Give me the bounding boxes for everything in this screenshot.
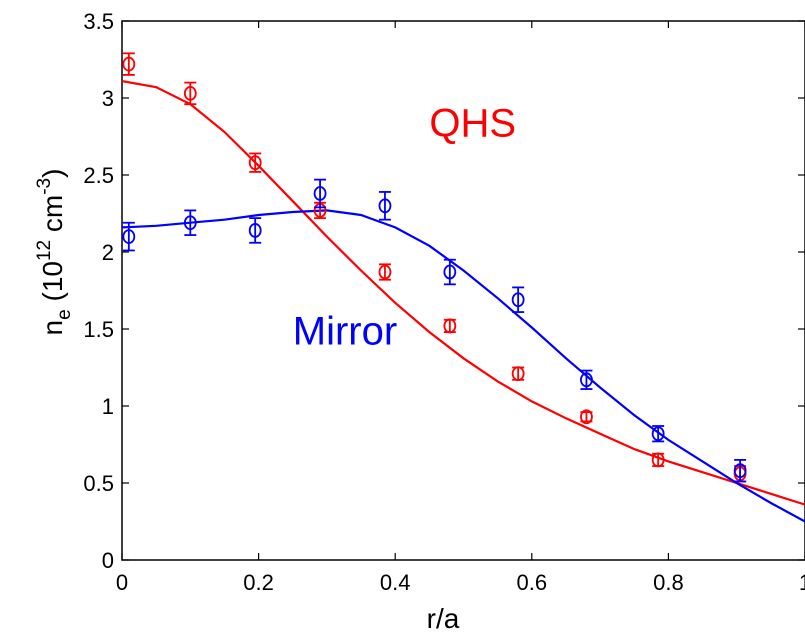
qhs-data-point	[443, 318, 457, 334]
mirror-data-point	[183, 209, 197, 236]
mirror-data-point	[378, 191, 392, 221]
mirror-marker	[122, 229, 136, 245]
y-tick-label: 3	[102, 86, 114, 111]
mirror-marker	[248, 223, 262, 238]
qhs-marker	[183, 85, 197, 101]
axes-frame	[121, 20, 805, 561]
mirror-marker	[443, 264, 457, 280]
mirror-marker	[511, 292, 525, 308]
mirror-marker	[313, 186, 327, 201]
mirror-marker	[651, 426, 665, 442]
qhs-marker	[122, 56, 136, 72]
mirror-data-point	[122, 221, 136, 252]
qhs-marker	[651, 452, 665, 468]
y-tick-label: 1.5	[83, 317, 114, 342]
qhs-data-point	[580, 409, 593, 425]
qhs-data-point	[183, 81, 197, 106]
x-tick-label: 1	[799, 570, 805, 595]
mirror-marker	[733, 463, 747, 479]
qhs-marker	[580, 409, 593, 425]
y-tick-label: 0	[102, 548, 114, 573]
plot-frame	[121, 20, 805, 561]
mirror-fit-line	[121, 209, 805, 523]
y-tick-label: 2.5	[83, 163, 114, 188]
mirror-marker	[378, 198, 392, 214]
mirror-data-point	[443, 258, 457, 286]
qhs-data-point	[511, 366, 525, 382]
y-tick-label: 2	[102, 240, 114, 265]
mirror-data-point	[733, 458, 747, 483]
y-axis-label-close: )	[37, 169, 68, 178]
mirror-data-point	[248, 217, 262, 244]
qhs-data-point	[122, 52, 136, 76]
mirror-data-point	[511, 286, 525, 313]
mirror-data-point	[651, 425, 665, 443]
qhs-marker	[511, 366, 525, 382]
y-tick-label: 1	[102, 394, 114, 419]
qhs-fit-line	[121, 80, 805, 506]
tick-labels: 0 0.2 0.4 0.6 0.8 1 0 0.5 1 1.5 2 2.5 3 3.5	[83, 9, 805, 595]
y-axis-label-exp1: 12	[34, 240, 55, 261]
qhs-data-point	[651, 452, 665, 468]
y-axis-label: ne (1012 cm-3)	[34, 169, 75, 336]
y-axis-label-base: n	[37, 320, 68, 336]
mirror-marker	[183, 215, 197, 231]
y-tick-label: 3.5	[83, 9, 114, 34]
mirror-marker	[580, 372, 593, 388]
mirror-annotation: Mirror	[293, 309, 397, 353]
annotations: QHS Mirror	[293, 102, 516, 354]
y-tick-label: 0.5	[83, 471, 114, 496]
y-axis-label-sub: e	[54, 309, 75, 320]
x-tick-label: 0.4	[380, 570, 411, 595]
mirror-data-point	[580, 369, 593, 390]
qhs-marker	[378, 264, 392, 280]
y-axis-label-open: (10	[37, 261, 68, 309]
x-axis-label: r/a	[427, 603, 460, 632]
x-tick-label: 0.8	[653, 570, 684, 595]
data-points	[122, 52, 747, 483]
y-axis-label-exp2: -3	[34, 178, 55, 195]
x-tick-label: 0.2	[243, 570, 274, 595]
qhs-marker	[443, 318, 457, 334]
mirror-data-point	[313, 178, 327, 209]
qhs-data-point	[378, 263, 392, 281]
y-axis-label-unit: cm	[37, 195, 68, 240]
x-tick-label: 0.6	[517, 570, 548, 595]
fit-curves	[121, 80, 805, 523]
qhs-data-point	[248, 152, 262, 173]
qhs-marker	[248, 155, 262, 171]
qhs-annotation: QHS	[429, 102, 516, 146]
x-tick-label: 0	[116, 570, 128, 595]
